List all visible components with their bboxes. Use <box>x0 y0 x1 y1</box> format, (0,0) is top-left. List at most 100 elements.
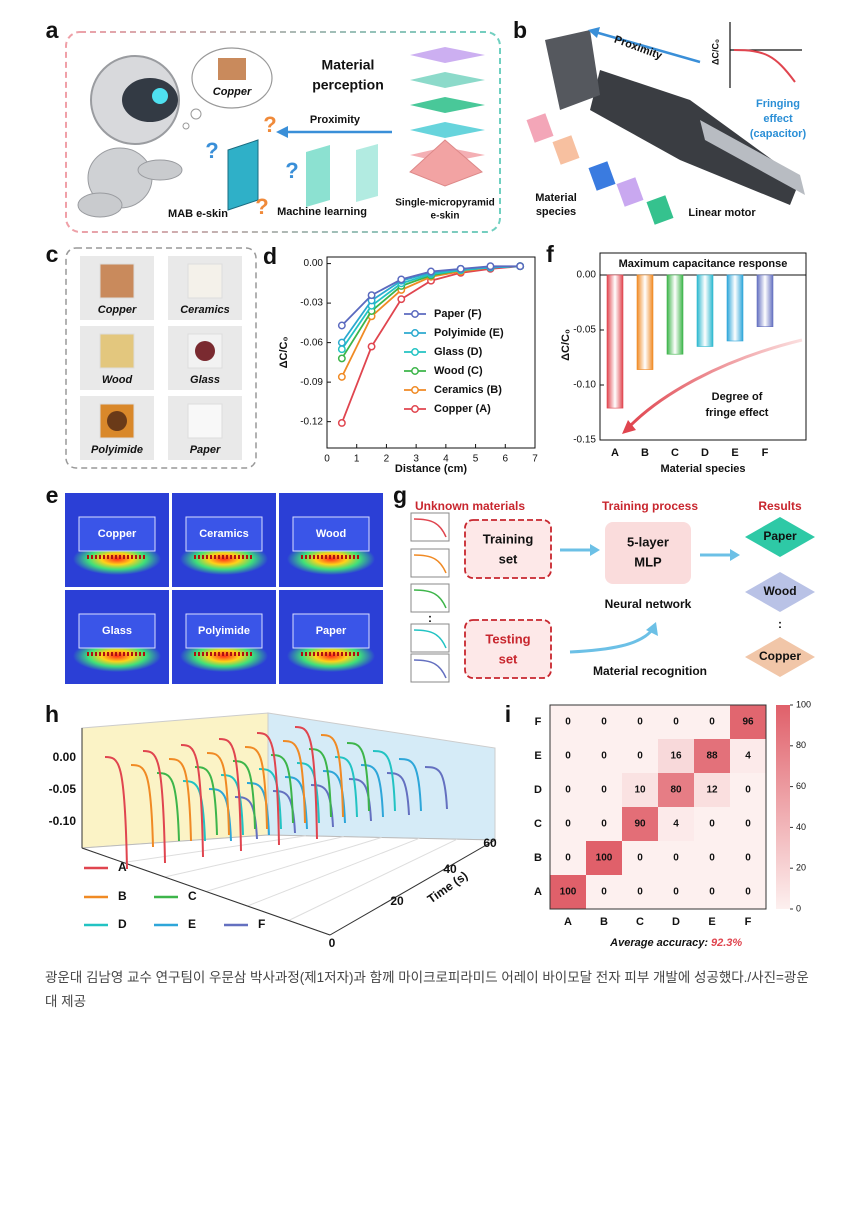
t-tick-label: 60 <box>483 836 497 850</box>
cell-label: 100 <box>596 853 613 864</box>
thumbnail-curve <box>413 629 447 649</box>
cell-label: 0 <box>601 887 607 898</box>
result-diamond <box>745 572 815 612</box>
plot-frame <box>326 256 536 449</box>
legend-label: A <box>118 860 127 874</box>
cell-label: 0 <box>673 853 679 864</box>
cell-label: 0 <box>565 853 571 864</box>
thumbnail <box>410 512 450 542</box>
bar <box>726 274 744 342</box>
label: Proximity <box>310 114 361 126</box>
trace <box>244 746 268 830</box>
cell-label: 0 <box>565 751 571 762</box>
cell <box>550 841 586 875</box>
skin-stack <box>227 139 259 211</box>
label: Single-micropyramid <box>395 198 494 209</box>
cell-label: 0 <box>601 751 607 762</box>
label: Material <box>322 57 375 73</box>
y-tick-label: 0.00 <box>577 270 597 281</box>
y-tick-label: 0.00 <box>53 750 77 764</box>
label: Training process <box>602 499 698 513</box>
sample-outline <box>78 516 156 552</box>
sample <box>187 263 223 299</box>
label: Copper <box>213 86 252 98</box>
cell-label: 0 <box>673 717 679 728</box>
thumbnail <box>410 653 450 683</box>
colorbar-label: 0 <box>796 903 801 913</box>
label: Polyimide <box>198 625 250 637</box>
x-tick-label: A <box>564 916 572 928</box>
sample <box>99 263 135 299</box>
label: (capacitor) <box>750 128 807 140</box>
y-tick-label: -0.05 <box>49 782 77 796</box>
point <box>367 291 376 300</box>
point <box>337 321 346 330</box>
cell-label: 12 <box>706 785 718 796</box>
material-square <box>526 113 554 143</box>
dashed-frame <box>65 31 501 233</box>
trace <box>104 756 128 870</box>
cell <box>550 739 586 773</box>
material-square <box>552 135 580 165</box>
accuracy-label: Average accuracy: <box>609 937 708 949</box>
panel-label: d <box>263 243 277 269</box>
annotation-arrow <box>626 338 803 430</box>
label: Paper <box>316 625 347 637</box>
label: Glass <box>190 374 220 386</box>
label: e-skin <box>431 211 460 222</box>
floor-grid <box>123 835 306 863</box>
label: effect <box>763 113 793 125</box>
colorbar-label: 60 <box>796 781 806 791</box>
cell-label: 0 <box>565 819 571 830</box>
cell <box>730 773 766 807</box>
x-tick-label: 4 <box>443 454 449 465</box>
skin-panel <box>306 145 330 207</box>
thumbnail-curve <box>413 589 447 609</box>
point <box>337 372 346 381</box>
axis <box>329 839 496 936</box>
y-tick-label: -0.09 <box>300 377 323 388</box>
y-tick-label: -0.10 <box>573 380 596 391</box>
t-tick-label: 0 <box>329 936 336 950</box>
cell <box>550 705 586 739</box>
question-mark: ? <box>205 138 218 163</box>
point <box>427 267 435 276</box>
sample-outline <box>78 613 156 649</box>
y-tick-label: -0.10 <box>49 814 77 828</box>
sample-outline <box>292 516 370 552</box>
material-square <box>646 195 674 225</box>
cell-label: 10 <box>634 785 646 796</box>
floor-grid <box>205 837 382 892</box>
label: Testing <box>485 631 530 646</box>
cell <box>586 875 622 909</box>
question-mark: ? <box>263 112 276 137</box>
question-mark: ? <box>255 194 268 219</box>
x-tick-label: 0 <box>324 454 330 465</box>
panel-label: b <box>513 17 527 43</box>
point <box>486 262 495 271</box>
cell-label: 0 <box>637 751 643 762</box>
testing-box <box>464 619 552 679</box>
x-tick-label: D <box>672 916 680 928</box>
bubble-dot <box>182 122 190 130</box>
label: Machine learning <box>277 206 367 218</box>
x-tick-label: 6 <box>503 454 509 465</box>
label: perception <box>312 77 384 93</box>
cell <box>730 739 766 773</box>
legend-label: Glass (D) <box>434 346 483 358</box>
point <box>397 295 406 304</box>
cell <box>550 773 586 807</box>
cell-label: 0 <box>745 853 751 864</box>
cell <box>658 773 694 807</box>
legend-label: C <box>188 889 197 903</box>
floor-grid <box>247 837 420 907</box>
cell-label: 4 <box>673 819 679 830</box>
annotation: Degree of <box>712 391 763 403</box>
point <box>337 419 346 427</box>
cell-label: 0 <box>637 887 643 898</box>
label: Ceramics <box>180 304 230 316</box>
trace <box>424 766 448 810</box>
result-diamond <box>745 517 815 557</box>
colorbar <box>776 705 790 909</box>
point <box>337 345 346 354</box>
